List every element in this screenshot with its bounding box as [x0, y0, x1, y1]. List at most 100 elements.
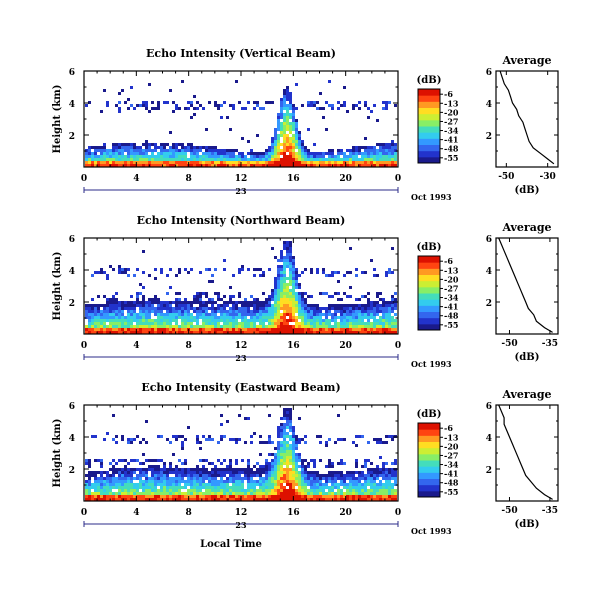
- echo-cell: [355, 149, 358, 152]
- echo-cell: [286, 89, 289, 92]
- echo-cell: [175, 161, 178, 164]
- echo-cell: [256, 307, 259, 310]
- echo-cell: [181, 164, 184, 167]
- echo-cell: [127, 316, 130, 319]
- echo-cell: [295, 131, 298, 134]
- echo-cell: [154, 474, 157, 477]
- echo-cell: [136, 316, 139, 319]
- echo-cell: [100, 459, 103, 462]
- echo-cell: [385, 271, 388, 274]
- echo-cell: [259, 304, 262, 307]
- echo-cell: [139, 161, 142, 164]
- echo-cell: [286, 137, 289, 140]
- echo-cell: [256, 298, 259, 301]
- echo-cell: [388, 301, 391, 304]
- x-tick-label: 12: [235, 508, 248, 518]
- echo-cell: [328, 474, 331, 477]
- echo-cell: [376, 274, 379, 277]
- echo-cell: [145, 319, 148, 322]
- echo-cell: [346, 164, 349, 167]
- echo-cell: [151, 304, 154, 307]
- echo-cell: [337, 280, 340, 283]
- echo-cell: [292, 137, 295, 140]
- echo-cell: [238, 468, 241, 471]
- echo-cell: [145, 331, 148, 334]
- echo-cell: [166, 471, 169, 474]
- echo-cell: [334, 492, 337, 495]
- echo-cell: [250, 161, 253, 164]
- x-tick-label: 16: [287, 174, 300, 184]
- echo-cell: [112, 438, 115, 441]
- echo-cell: [388, 489, 391, 492]
- echo-cell: [112, 268, 115, 271]
- echo-cell: [85, 462, 88, 465]
- echo-cell: [343, 480, 346, 483]
- echo-cell: [211, 161, 214, 164]
- echo-cell: [175, 155, 178, 158]
- echo-cell: [289, 98, 292, 101]
- echo-cell: [115, 498, 118, 501]
- echo-cell: [271, 471, 274, 474]
- echo-cell: [391, 471, 394, 474]
- echo-cell: [265, 489, 268, 492]
- colorbar-swatch: [418, 256, 440, 263]
- echo-cell: [370, 149, 373, 152]
- echo-cell: [160, 310, 163, 313]
- echo-cell: [331, 325, 334, 328]
- colorbar-tick-label: -13: [444, 265, 459, 275]
- echo-cell: [337, 498, 340, 501]
- echo-cell: [277, 325, 280, 328]
- echo-cell: [325, 465, 328, 468]
- echo-cell: [301, 295, 304, 298]
- echo-cell: [286, 95, 289, 98]
- echo-cell: [289, 155, 292, 158]
- echo-cell: [289, 304, 292, 307]
- echo-cell: [106, 274, 109, 277]
- echo-cell: [196, 310, 199, 313]
- echo-cell: [133, 495, 136, 498]
- echo-cell: [190, 161, 193, 164]
- echo-cell: [298, 292, 301, 295]
- echo-cell: [253, 489, 256, 492]
- echo-cell: [238, 152, 241, 155]
- echo-cell: [268, 441, 271, 444]
- echo-cell: [148, 459, 151, 462]
- echo-cell: [391, 438, 394, 441]
- echo-cell: [346, 331, 349, 334]
- echo-cell: [199, 459, 202, 462]
- echo-cell: [283, 119, 286, 122]
- echo-cell: [193, 158, 196, 161]
- echo-cell: [391, 149, 394, 152]
- date-day-label: 23: [235, 520, 247, 530]
- echo-cell: [235, 325, 238, 328]
- echo-cell: [277, 465, 280, 468]
- echo-cell: [289, 486, 292, 489]
- echo-cell: [196, 465, 199, 468]
- echo-cell: [172, 101, 175, 104]
- echo-cell: [100, 164, 103, 167]
- echo-cell: [382, 313, 385, 316]
- echo-cell: [316, 313, 319, 316]
- echo-cell: [271, 474, 274, 477]
- echo-cell: [280, 116, 283, 119]
- echo-cell: [139, 146, 142, 149]
- date-month-year-label: Oct 1993: [411, 526, 452, 536]
- echo-cell: [331, 462, 334, 465]
- echo-cell: [385, 143, 388, 146]
- echo-cell: [337, 331, 340, 334]
- echo-cell: [175, 146, 178, 149]
- echo-cell: [241, 155, 244, 158]
- echo-cell: [379, 498, 382, 501]
- echo-cell: [295, 268, 298, 271]
- echo-cell: [151, 486, 154, 489]
- average-title: Average: [501, 388, 551, 401]
- echo-cell: [175, 158, 178, 161]
- echo-cell: [142, 152, 145, 155]
- echo-cell: [103, 325, 106, 328]
- echo-cell: [313, 486, 316, 489]
- echo-cell: [223, 486, 226, 489]
- echo-cell: [271, 313, 274, 316]
- echo-cell: [91, 161, 94, 164]
- echo-cell: [283, 441, 286, 444]
- echo-cell: [211, 498, 214, 501]
